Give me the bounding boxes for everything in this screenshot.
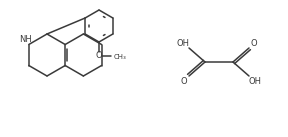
- Text: O: O: [251, 38, 257, 48]
- Text: NH: NH: [19, 35, 32, 44]
- Text: OH: OH: [177, 38, 190, 48]
- Text: CH₃: CH₃: [114, 54, 126, 60]
- Text: O: O: [181, 76, 187, 85]
- Text: O: O: [96, 52, 102, 61]
- Text: OH: OH: [249, 76, 262, 85]
